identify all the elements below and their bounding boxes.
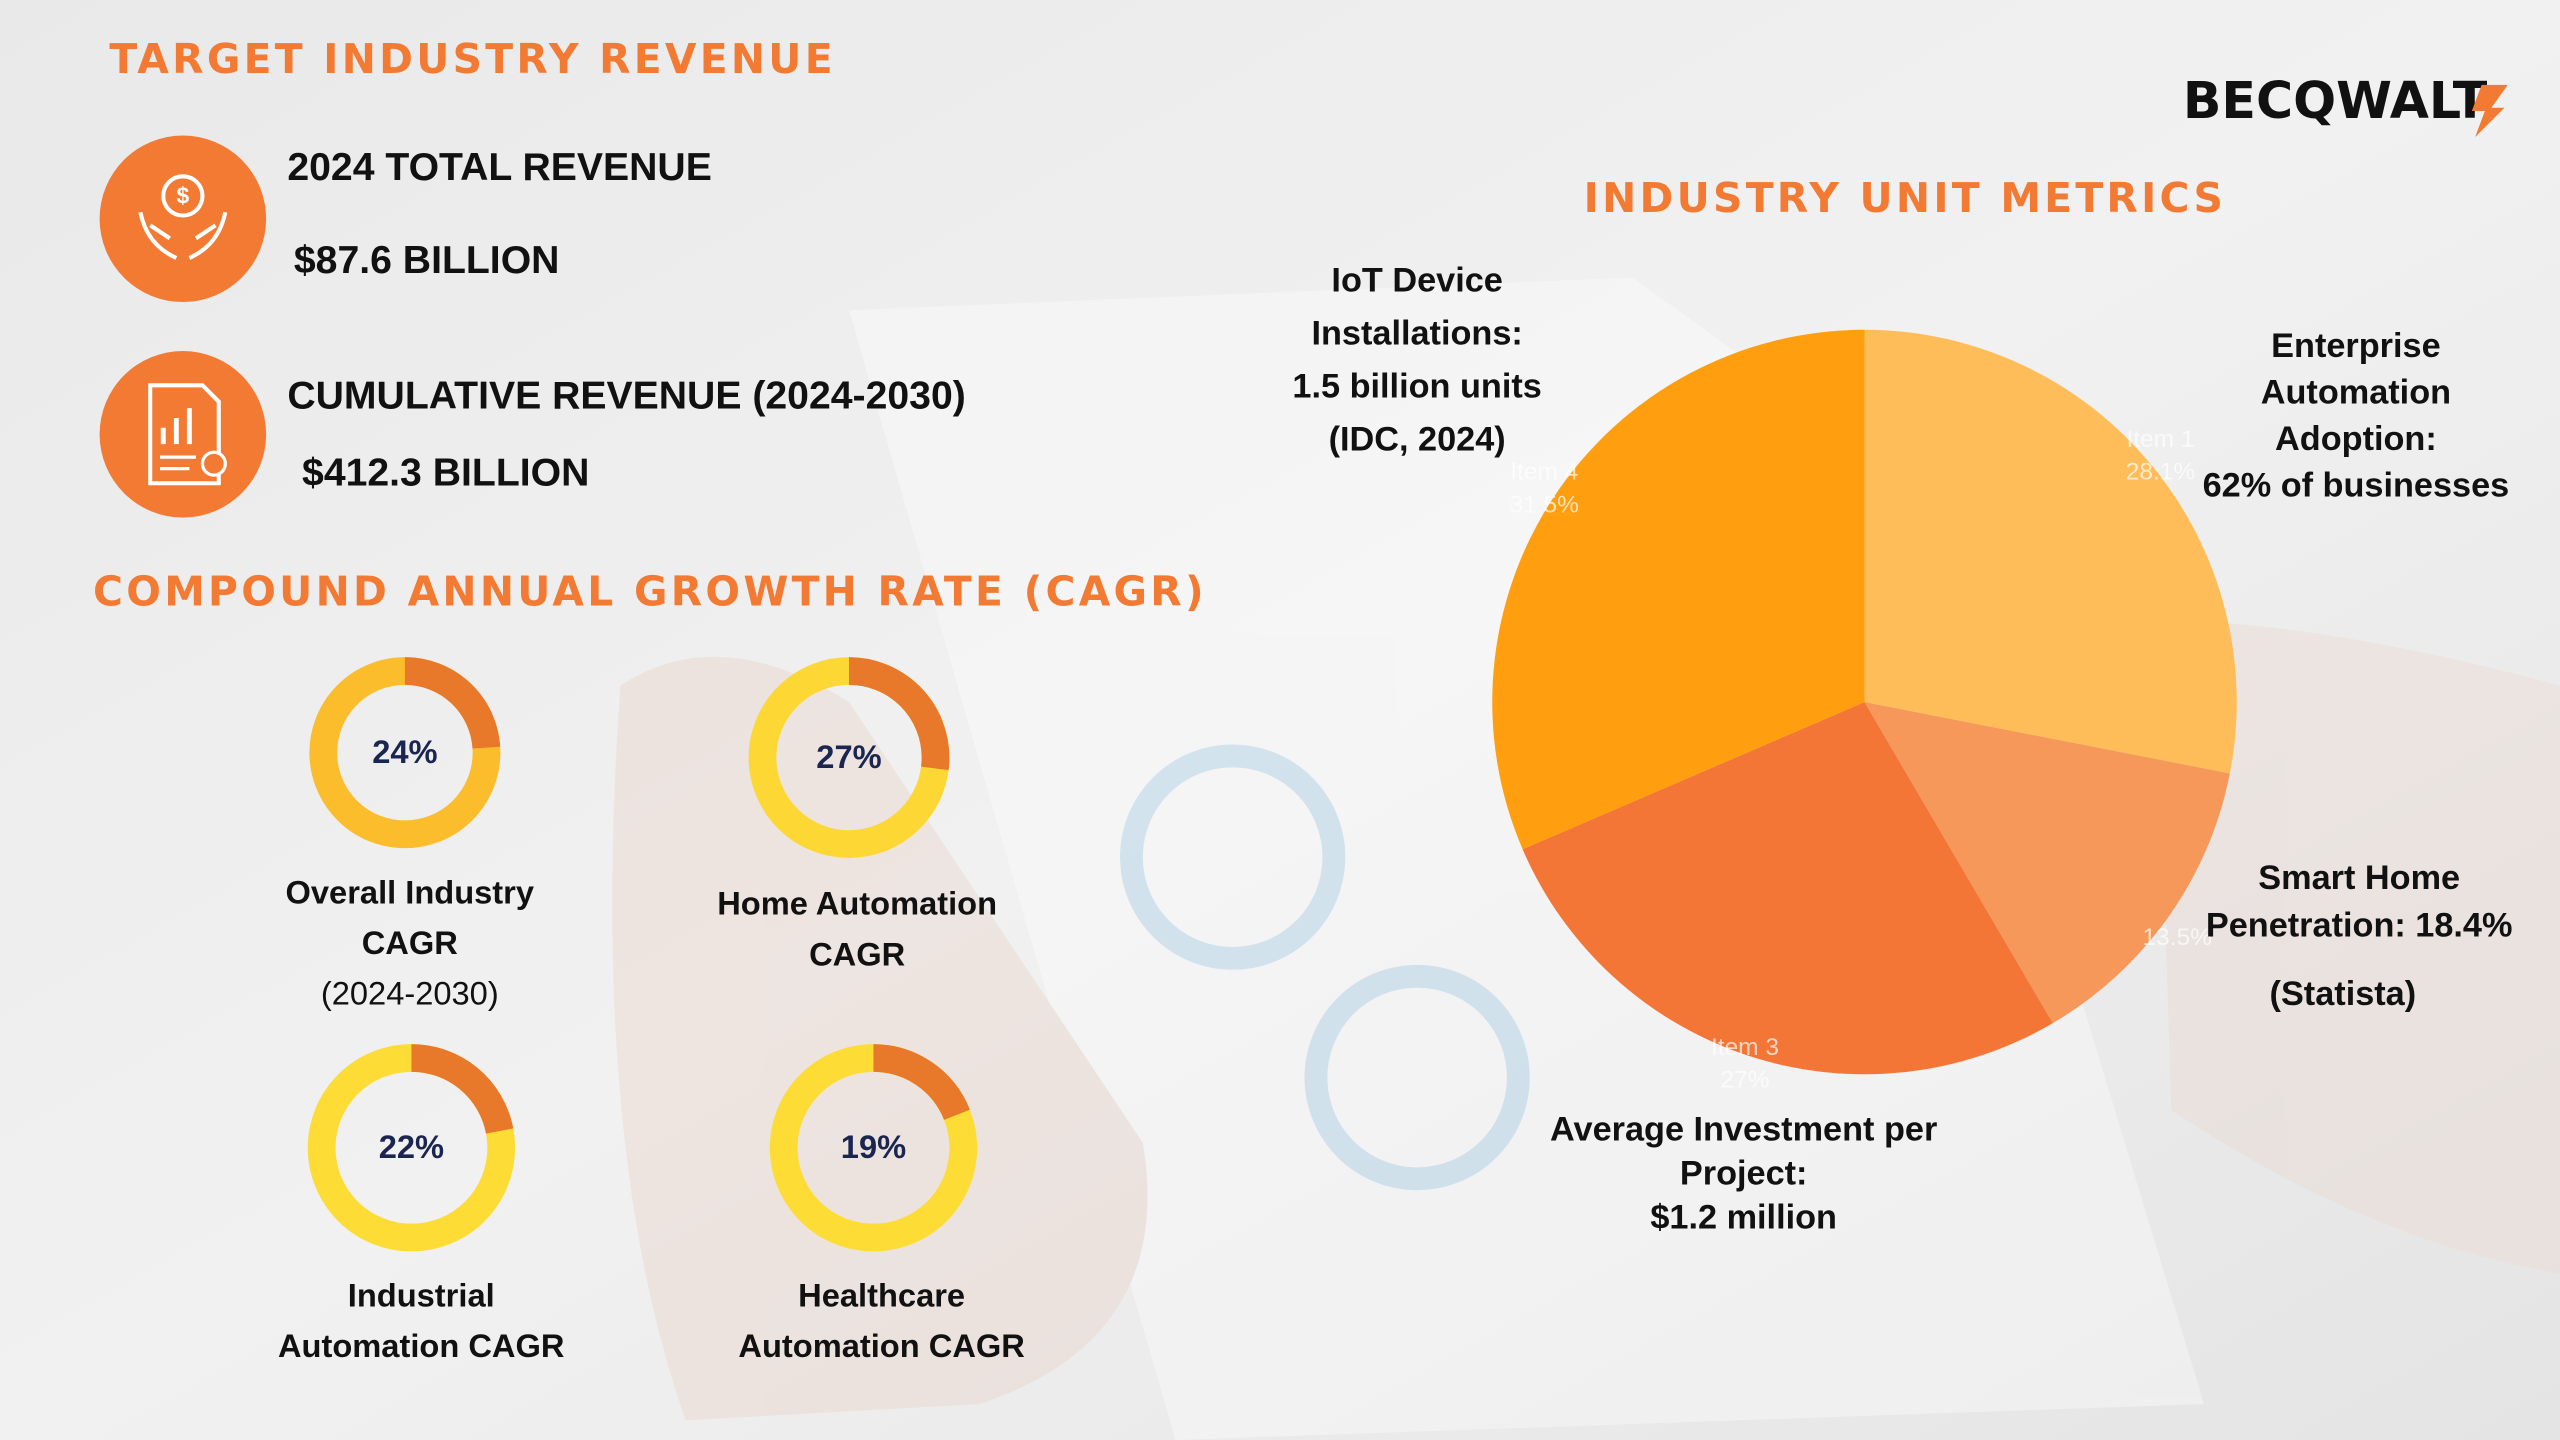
revenue-value: $412.3 BILLION (302, 451, 589, 494)
slice-name: Item 4 (1510, 459, 1578, 486)
donut-label: Industrial (348, 1277, 495, 1314)
logo: BECQWALT (2183, 71, 2488, 130)
revenue-label: 2024 TOTAL REVENUE (287, 146, 712, 189)
donut-label: CAGR (362, 924, 458, 961)
section-title: TARGET INDUSTRY REVENUE (109, 35, 835, 83)
pie-slice (1492, 329, 1865, 850)
donut-value: 24% (372, 733, 437, 770)
donut-label: Automation CAGR (738, 1327, 1024, 1364)
pie-annotation: $1.2 million (1650, 1199, 1837, 1237)
pie-annotation: Average Investment per (1550, 1110, 1937, 1148)
pie-annotation: (IDC, 2024) (1329, 421, 1506, 459)
pie-slice (1864, 702, 2230, 1024)
slice-value: 31.5% (1510, 491, 1579, 518)
revenue-value: $87.6 BILLION (294, 239, 560, 282)
donut-arc (309, 657, 501, 849)
donut-label: CAGR (809, 935, 905, 972)
revenue-label: CUMULATIVE REVENUE (2024-2030) (287, 375, 965, 418)
svg-text:$: $ (176, 183, 189, 209)
donut-value: 27% (816, 738, 881, 775)
pie-annotation: Adoption: (2275, 420, 2437, 458)
revenue-icon: $ (99, 135, 267, 303)
slice-value: 28.1% (2126, 458, 2195, 485)
pie-annotation: (Statista) (2270, 975, 2417, 1013)
slice-value: 27% (1720, 1067, 1769, 1094)
pie-slice (1864, 329, 2237, 774)
donut-label: Healthcare (798, 1277, 965, 1314)
logo-bolt (2471, 84, 2508, 138)
chart-title: INDUSTRY UNIT METRICS (1584, 174, 2226, 222)
donut-label: (2024-2030) (321, 975, 499, 1012)
donut-arc (307, 1044, 516, 1252)
pie-annotation: 62% of businesses (2203, 466, 2510, 504)
pie-annotation: Enterprise (2271, 327, 2441, 365)
donut-arc (748, 657, 950, 858)
donut-label: Home Automation (717, 885, 997, 922)
donut-label: Automation CAGR (278, 1327, 564, 1364)
donut-label: Overall Industry (286, 873, 535, 910)
pie-annotation: Project: (1680, 1155, 1808, 1193)
donut-arc (769, 1044, 978, 1252)
pie-slice (1522, 702, 2053, 1075)
section-title: COMPOUND ANNUAL GROWTH RATE (CAGR) (93, 567, 1207, 615)
pie-annotation: Smart Home (2258, 859, 2460, 897)
report-icon (99, 351, 267, 518)
pie-annotation: Automation (2261, 373, 2451, 411)
pie-annotation: Installations: (1311, 315, 1522, 353)
donut-value: 22% (379, 1128, 444, 1165)
slice-name: Item 3 (1711, 1034, 1779, 1061)
donut-value: 19% (841, 1128, 906, 1165)
pie-annotation: IoT Device (1331, 262, 1502, 300)
slice-name: Item 1 (2126, 426, 2194, 453)
pie-annotation: Penetration: 18.4% (2206, 906, 2513, 944)
pie-annotation: 1.5 billion units (1292, 368, 1541, 406)
slice-value: 13.5% (2143, 924, 2212, 951)
